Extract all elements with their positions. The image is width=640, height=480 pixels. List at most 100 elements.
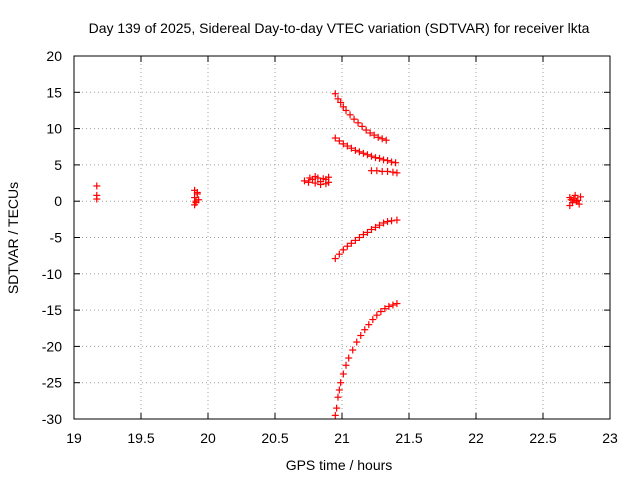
data-point	[359, 149, 367, 157]
data-point	[339, 103, 347, 111]
data-point	[354, 119, 362, 127]
x-tick-label: 21	[334, 430, 350, 446]
data-point	[337, 98, 345, 106]
data-point	[345, 354, 353, 362]
data-point	[373, 311, 381, 319]
data-point	[93, 182, 101, 190]
x-tick-label: 22	[468, 430, 484, 446]
data-point	[376, 154, 384, 162]
data-point	[366, 129, 374, 137]
y-tick-label: -5	[50, 230, 63, 246]
x-tick-label: 19	[66, 430, 82, 446]
data-point	[306, 174, 314, 182]
chart-title: Day 139 of 2025, Sidereal Day-to-day VTE…	[89, 20, 590, 36]
data-point	[389, 301, 397, 309]
data-point	[331, 90, 339, 98]
y-tick-label: 15	[46, 84, 62, 100]
data-point	[377, 308, 385, 316]
data-point	[335, 386, 343, 394]
data-point	[331, 134, 339, 142]
data-point	[369, 316, 377, 324]
data-point	[355, 148, 363, 156]
x-tick-label: 19.5	[127, 430, 154, 446]
x-tick-label: 20	[200, 430, 216, 446]
data-point	[393, 169, 401, 177]
data-point	[380, 219, 388, 227]
data-point	[325, 178, 333, 186]
data-point	[331, 411, 339, 419]
data-point	[380, 156, 388, 164]
y-tick-label: 10	[46, 121, 62, 137]
data-point	[349, 346, 357, 354]
data-point	[384, 157, 392, 165]
data-point	[335, 137, 343, 145]
data-point	[370, 131, 378, 139]
data-point	[388, 217, 396, 225]
y-axis-label: SDTVAR / TECUs	[5, 182, 21, 294]
data-point	[376, 221, 384, 229]
data-point	[343, 142, 351, 150]
data-point	[339, 370, 347, 378]
data-points	[93, 90, 585, 419]
data-point	[191, 194, 199, 202]
data-point	[346, 111, 354, 119]
axis-ticks: 19 19.5 20 20.5 21 21.5 22 22.5 23 20 15 10 5 0 -5 -10 -…	[42, 48, 618, 446]
data-point	[353, 338, 361, 346]
y-tick-label: -20	[42, 338, 62, 354]
data-point	[334, 95, 342, 103]
data-point	[392, 159, 400, 167]
data-point	[333, 404, 341, 412]
data-point	[342, 106, 350, 114]
y-tick-label: -10	[42, 266, 62, 282]
y-tick-label: -15	[42, 302, 62, 318]
data-point	[343, 242, 351, 250]
data-point	[331, 255, 339, 263]
y-tick-label: 0	[54, 193, 62, 209]
data-point	[571, 191, 579, 199]
grid	[74, 56, 610, 419]
data-point	[363, 228, 371, 236]
data-point	[373, 167, 381, 175]
data-point	[334, 393, 342, 401]
data-point	[573, 197, 580, 205]
data-point	[351, 146, 359, 154]
data-point	[358, 122, 366, 130]
data-point	[384, 167, 392, 175]
data-point	[567, 196, 575, 204]
data-point	[382, 136, 390, 144]
x-tick-label: 23	[602, 430, 618, 446]
data-point	[363, 151, 371, 159]
data-point	[339, 140, 347, 148]
x-tick-label: 20.5	[261, 430, 288, 446]
data-point	[311, 179, 319, 187]
data-point	[374, 133, 382, 141]
data-point	[347, 239, 355, 247]
data-point	[191, 201, 199, 209]
data-point	[350, 115, 358, 123]
plot-frame	[73, 55, 611, 420]
data-point	[365, 321, 373, 329]
y-tick-label: 5	[54, 157, 62, 173]
data-point	[192, 197, 200, 205]
y-tick-label: -25	[42, 375, 62, 391]
data-point	[359, 231, 367, 239]
data-point	[574, 196, 582, 204]
data-point	[393, 300, 401, 308]
y-tick-label: 20	[46, 48, 62, 64]
data-point	[381, 305, 389, 313]
data-point	[367, 226, 375, 234]
data-point	[342, 361, 350, 369]
data-point	[362, 126, 370, 134]
data-point	[361, 326, 369, 334]
data-point	[372, 223, 379, 231]
x-tick-label: 21.5	[395, 430, 422, 446]
data-point	[317, 181, 325, 189]
data-point	[372, 154, 379, 162]
data-point	[389, 168, 397, 176]
data-point	[300, 177, 308, 185]
data-point	[577, 193, 585, 201]
data-point	[337, 379, 345, 387]
data-point	[335, 250, 343, 258]
